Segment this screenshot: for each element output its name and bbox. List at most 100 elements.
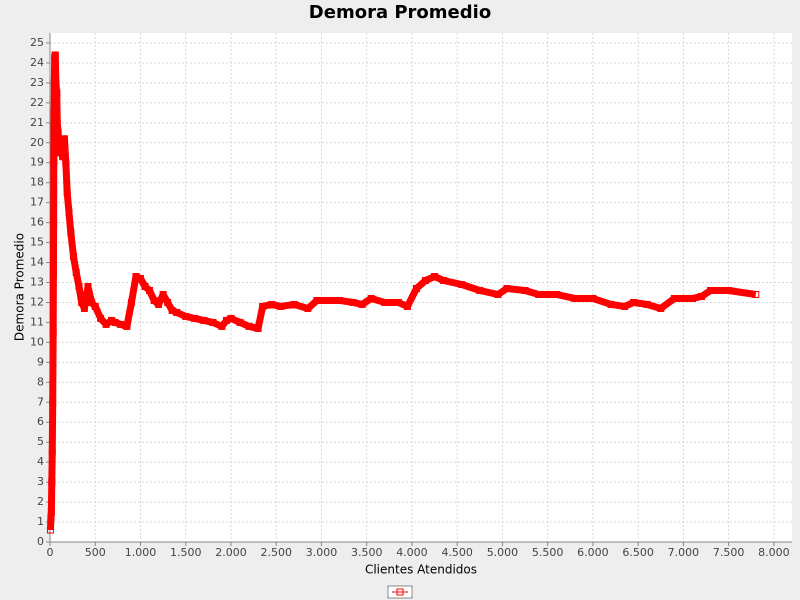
point-marker — [422, 277, 430, 285]
y-tick-label: 13 — [30, 276, 44, 289]
point-marker — [209, 318, 217, 326]
y-tick-label: 10 — [30, 335, 44, 348]
point-marker — [476, 286, 484, 294]
point-marker — [290, 300, 298, 308]
x-tick-label: 0 — [47, 546, 54, 559]
point-marker — [49, 269, 57, 277]
point-marker — [358, 300, 366, 308]
x-axis-label: Clientes Atendidos — [365, 563, 477, 577]
y-axis-label: Demora Promedio — [13, 233, 27, 341]
point-marker — [752, 290, 760, 298]
point-marker — [60, 135, 68, 143]
point-marker — [259, 302, 267, 310]
point-marker — [254, 324, 262, 332]
x-tick-label: 7.500 — [713, 546, 745, 559]
point-marker — [571, 294, 579, 302]
point-marker — [146, 286, 154, 294]
point-marker — [494, 290, 502, 298]
x-tick-label: 6.000 — [577, 546, 609, 559]
point-marker — [336, 296, 344, 304]
point-marker — [440, 277, 448, 285]
x-tick-label: 5.500 — [532, 546, 564, 559]
y-tick-label: 25 — [30, 36, 44, 49]
point-marker — [88, 298, 96, 306]
point-marker — [49, 328, 57, 336]
y-tick-label: 17 — [30, 196, 44, 209]
point-marker — [670, 294, 678, 302]
point-marker — [65, 209, 73, 217]
point-marker — [589, 294, 597, 302]
point-marker — [607, 300, 615, 308]
point-marker — [57, 139, 65, 147]
point-marker — [55, 149, 63, 157]
point-marker — [111, 318, 119, 326]
point-marker — [47, 508, 55, 516]
y-tick-label: 11 — [30, 315, 44, 328]
point-marker — [367, 294, 375, 302]
y-tick-label: 1 — [37, 515, 44, 528]
point-marker — [412, 284, 420, 292]
point-marker — [53, 119, 61, 127]
point-marker — [108, 316, 116, 324]
point-marker — [91, 302, 99, 310]
point-marker — [50, 219, 58, 227]
x-tick-label: 8.000 — [758, 546, 790, 559]
point-marker — [200, 316, 208, 324]
y-tick-label: 0 — [37, 535, 44, 548]
x-tick-label: 2.000 — [215, 546, 247, 559]
point-marker — [63, 189, 71, 197]
point-marker — [52, 79, 60, 87]
y-tick-label: 15 — [30, 236, 44, 249]
y-tick-label: 5 — [37, 435, 44, 448]
point-marker — [521, 286, 529, 294]
point-marker — [136, 275, 144, 283]
point-marker — [698, 292, 706, 300]
x-tick-label: 7.000 — [668, 546, 700, 559]
y-tick-label: 24 — [30, 56, 44, 69]
point-marker — [62, 159, 70, 167]
point-marker — [141, 283, 149, 291]
point-marker — [725, 286, 733, 294]
point-marker — [168, 306, 176, 314]
point-marker — [159, 290, 167, 298]
x-tick-label: 500 — [85, 546, 106, 559]
point-marker — [49, 398, 57, 406]
point-marker — [53, 89, 61, 97]
x-tick-label: 6.500 — [622, 546, 654, 559]
point-marker — [97, 314, 105, 322]
point-marker — [277, 302, 285, 310]
point-marker — [304, 304, 312, 312]
point-marker — [84, 283, 92, 291]
point-marker — [127, 298, 135, 306]
point-marker — [394, 298, 402, 306]
point-marker — [222, 316, 230, 324]
point-marker — [48, 448, 56, 456]
point-marker — [503, 284, 511, 292]
y-tick-label: 2 — [37, 495, 44, 508]
point-marker — [707, 286, 715, 294]
point-marker — [657, 304, 665, 312]
x-tick-label: 4.500 — [441, 546, 473, 559]
y-tick-label: 12 — [30, 295, 44, 308]
y-tick-label: 23 — [30, 76, 44, 89]
point-marker — [431, 273, 439, 281]
y-tick-label: 4 — [37, 455, 44, 468]
point-marker — [70, 253, 78, 261]
point-marker — [403, 302, 411, 310]
y-tick-label: 6 — [37, 415, 44, 428]
point-marker — [553, 290, 561, 298]
point-marker — [67, 229, 75, 237]
x-tick-label: 5.000 — [487, 546, 519, 559]
x-tick-label: 4.000 — [396, 546, 428, 559]
point-marker — [245, 322, 253, 330]
y-tick-label: 19 — [30, 156, 44, 169]
point-marker — [123, 322, 131, 330]
point-marker — [155, 300, 163, 308]
y-tick-label: 18 — [30, 176, 44, 189]
x-tick-label: 1.000 — [125, 546, 157, 559]
point-marker — [643, 300, 651, 308]
point-marker — [50, 109, 58, 117]
point-marker — [268, 300, 276, 308]
